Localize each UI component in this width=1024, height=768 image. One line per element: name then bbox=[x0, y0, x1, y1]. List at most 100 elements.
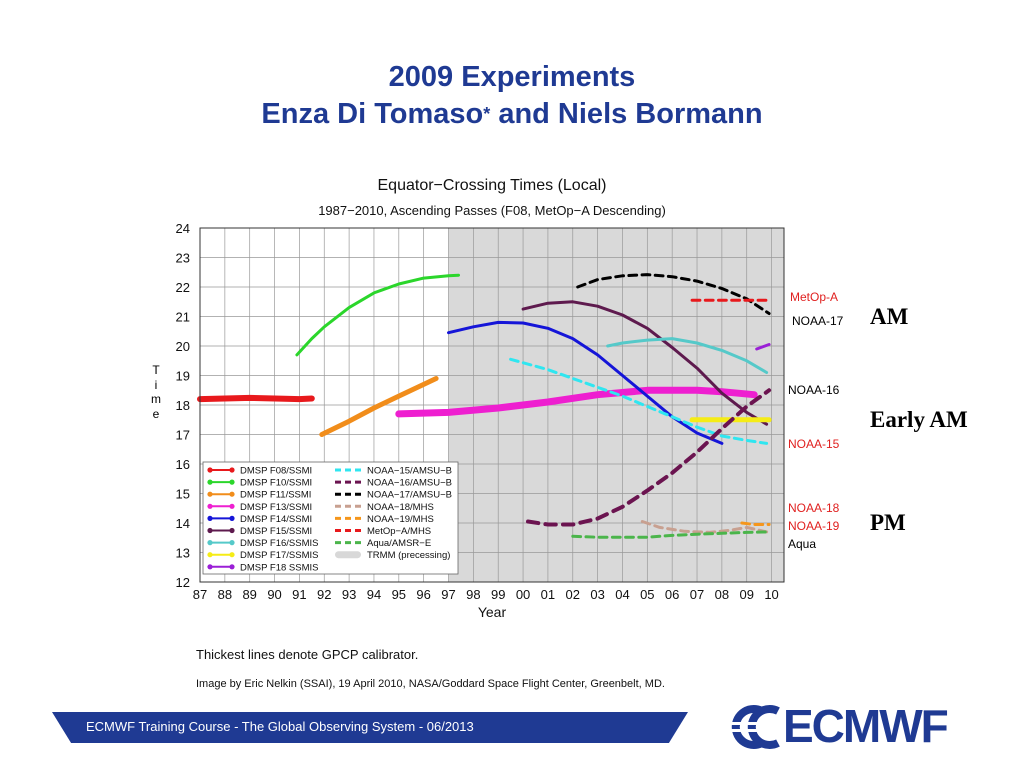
legend-label: MetOp−A/MHS bbox=[367, 526, 431, 537]
legend-label: DMSP F16/SSMIS bbox=[240, 538, 319, 549]
label-noaa19: NOAA-19 bbox=[788, 519, 840, 533]
x-tick-label: 98 bbox=[466, 587, 480, 602]
legend-swatch-dot bbox=[207, 527, 213, 534]
ecmwf-globe-icon bbox=[726, 705, 780, 749]
y-tick-label: 17 bbox=[176, 428, 190, 443]
label-pm: PM bbox=[870, 510, 906, 535]
x-tick-label: 95 bbox=[392, 587, 406, 602]
ecmwf-logo: ECMWF bbox=[783, 700, 949, 752]
legend-label: Aqua/AMSR−E bbox=[367, 538, 431, 549]
slide-title-asterisk: * bbox=[483, 104, 491, 124]
y-tick-label: 19 bbox=[176, 369, 190, 384]
x-tick-label: 89 bbox=[242, 587, 256, 602]
label-metop-a: MetOp-A bbox=[790, 290, 839, 304]
legend-swatch-dot bbox=[207, 515, 213, 522]
label-noaa17: NOAA-17 bbox=[792, 314, 844, 328]
series-line bbox=[571, 530, 771, 539]
series-line bbox=[576, 273, 771, 315]
x-tick-label: 93 bbox=[342, 587, 356, 602]
x-tick-label: 02 bbox=[566, 587, 580, 602]
legend-swatch-dot bbox=[207, 467, 213, 473]
legend-label: NOAA−19/MHS bbox=[367, 514, 434, 525]
x-axis-label: Year bbox=[478, 604, 507, 620]
legend-swatch-dot bbox=[229, 479, 235, 485]
x-tick-label: 88 bbox=[218, 587, 232, 602]
y-tick-label: 12 bbox=[176, 575, 190, 590]
y-axis-label-letter: T bbox=[152, 363, 160, 377]
legend-swatch-dot bbox=[229, 491, 235, 497]
x-tick-label: 03 bbox=[590, 587, 604, 602]
y-tick-label: 18 bbox=[176, 398, 190, 413]
legend-label: DMSP F14/SSMI bbox=[240, 514, 312, 525]
legend-swatch-dot bbox=[229, 467, 235, 473]
x-tick-label: 90 bbox=[267, 587, 281, 602]
legend-label: DMSP F15/SSMI bbox=[240, 526, 312, 537]
x-tick-label: 08 bbox=[715, 587, 729, 602]
y-axis-label-letter: e bbox=[152, 406, 160, 421]
x-tick-label: 10 bbox=[764, 587, 778, 602]
y-tick-label: 15 bbox=[176, 487, 190, 502]
x-tick-label: 07 bbox=[690, 587, 704, 602]
series-line bbox=[755, 343, 771, 351]
legend-label: NOAA−16/AMSU−B bbox=[367, 478, 452, 489]
legend-swatch-dot bbox=[229, 552, 235, 558]
legend-swatch bbox=[335, 551, 361, 559]
legend-label: NOAA−17/AMSU−B bbox=[367, 490, 452, 501]
legend-label: DMSP F08/SSMI bbox=[240, 466, 312, 477]
slide-title-line-1: 2009 Experiments bbox=[388, 61, 636, 93]
series-line bbox=[509, 357, 769, 445]
series-line bbox=[521, 300, 769, 426]
series-line bbox=[395, 386, 758, 418]
slide-title-author-1: Enza Di Tomaso bbox=[261, 98, 484, 130]
legend-swatch-dot bbox=[229, 564, 235, 570]
y-tick-label: 13 bbox=[176, 546, 190, 561]
x-tick-label: 04 bbox=[615, 587, 629, 602]
x-tick-label: 06 bbox=[665, 587, 679, 602]
legend-label: NOAA−15/AMSU−B bbox=[367, 466, 452, 477]
legend-label: DMSP F11/SSMI bbox=[240, 490, 311, 501]
label-aqua: Aqua bbox=[788, 537, 817, 551]
legend-swatch-dot bbox=[207, 540, 213, 546]
legend-box bbox=[202, 461, 459, 575]
y-axis-label: T i m e bbox=[149, 363, 163, 421]
y-axis-label-letter: m bbox=[151, 392, 161, 406]
series-line bbox=[740, 521, 771, 526]
legend-swatch-dot bbox=[229, 540, 235, 546]
y-tick-label: 22 bbox=[176, 280, 190, 295]
x-tick-label: 96 bbox=[416, 587, 430, 602]
legend-label: DMSP F18 SSMIS bbox=[240, 562, 319, 573]
legend-swatch-dot bbox=[207, 503, 213, 509]
y-tick-label: 14 bbox=[176, 516, 190, 531]
legend-swatch-dot bbox=[207, 552, 213, 558]
x-tick-label: 01 bbox=[541, 587, 555, 602]
label-noaa18: NOAA-18 bbox=[788, 501, 840, 515]
slide-title-author-2: and Niels Bormann bbox=[490, 98, 763, 130]
series-line bbox=[319, 376, 439, 437]
y-tick-label: 16 bbox=[176, 457, 190, 472]
legend-label: NOAA−18/MHS bbox=[367, 502, 434, 513]
label-early-am: Early AM bbox=[870, 407, 968, 432]
legend-label: DMSP F10/SSMI bbox=[240, 478, 312, 489]
x-tick-label: 94 bbox=[367, 587, 381, 602]
image-credit: Image by Eric Nelkin (SSAI), 19 April 20… bbox=[196, 678, 665, 690]
y-tick-label: 20 bbox=[176, 339, 190, 354]
label-noaa15: NOAA-15 bbox=[788, 437, 840, 451]
x-tick-label: 91 bbox=[292, 587, 306, 602]
series-line bbox=[526, 388, 772, 527]
plot-frame bbox=[199, 227, 785, 583]
chart-title: Equator−Crossing Times (Local) bbox=[377, 177, 607, 194]
y-axis-label-letter: i bbox=[154, 377, 158, 392]
y-tick-label: 23 bbox=[176, 251, 190, 266]
legend-label: TRMM (precessing) bbox=[367, 550, 450, 561]
x-tick-label: 09 bbox=[739, 587, 753, 602]
x-tick-label: 87 bbox=[193, 587, 207, 602]
x-tick-label: 97 bbox=[441, 587, 455, 602]
legend-label: DMSP F17/SSMIS bbox=[240, 550, 319, 561]
footer-bar bbox=[52, 712, 688, 743]
legend-swatch-dot bbox=[207, 491, 213, 497]
legend-swatch-dot bbox=[229, 503, 235, 509]
chart-subtitle: 1987−2010, Ascending Passes (F08, MetOp−… bbox=[318, 203, 666, 218]
series-line bbox=[197, 394, 315, 403]
series-line bbox=[606, 337, 769, 374]
